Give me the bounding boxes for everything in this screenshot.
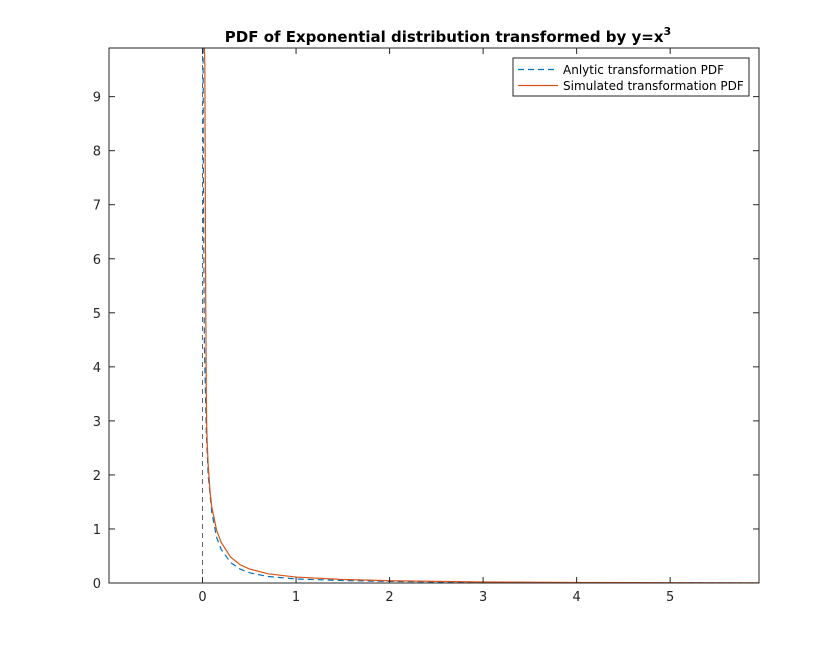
y-tick-label: 6 <box>93 253 101 268</box>
y-tick-label: 5 <box>93 307 101 322</box>
legend-box <box>512 57 750 97</box>
y-tick-label: 8 <box>93 145 101 160</box>
plot-border <box>108 47 760 584</box>
chart-title-superscript: 3 <box>664 25 672 38</box>
plot-area <box>109 48 759 583</box>
series-line-anlytic <box>202 47 760 584</box>
x-tick-label: 3 <box>479 590 487 605</box>
y-tick-label: 9 <box>93 91 101 106</box>
legend-label-anlytic: Anlytic transformation PDF <box>563 63 724 77</box>
y-tick-label: 4 <box>93 361 101 376</box>
x-tick-label: 4 <box>572 590 580 605</box>
x-tick-label: 2 <box>385 590 393 605</box>
x-tick-label: 1 <box>292 590 300 605</box>
chart-title: PDF of Exponential distribution transfor… <box>225 25 671 46</box>
legend-label-simulated: Simulated transformation PDF <box>563 79 744 93</box>
y-tick-label: 1 <box>93 523 101 538</box>
y-tick-label: 3 <box>93 415 101 430</box>
series-layer <box>202 47 760 584</box>
y-tick-label: 2 <box>93 469 101 484</box>
y-tick-label: 0 <box>93 577 101 592</box>
x-tick-label: 5 <box>666 590 674 605</box>
ticks-layer: 0 1 2 3 4 5 0 1 2 3 4 5 6 7 8 9 <box>93 48 759 605</box>
series-line-simulated <box>203 47 760 584</box>
y-tick-label: 7 <box>93 199 101 214</box>
chart-title-text: PDF of Exponential distribution transfor… <box>225 28 664 46</box>
legend[interactable]: Anlytic transformation PDF Simulated tra… <box>512 57 750 97</box>
x-tick-label: 0 <box>198 590 206 605</box>
